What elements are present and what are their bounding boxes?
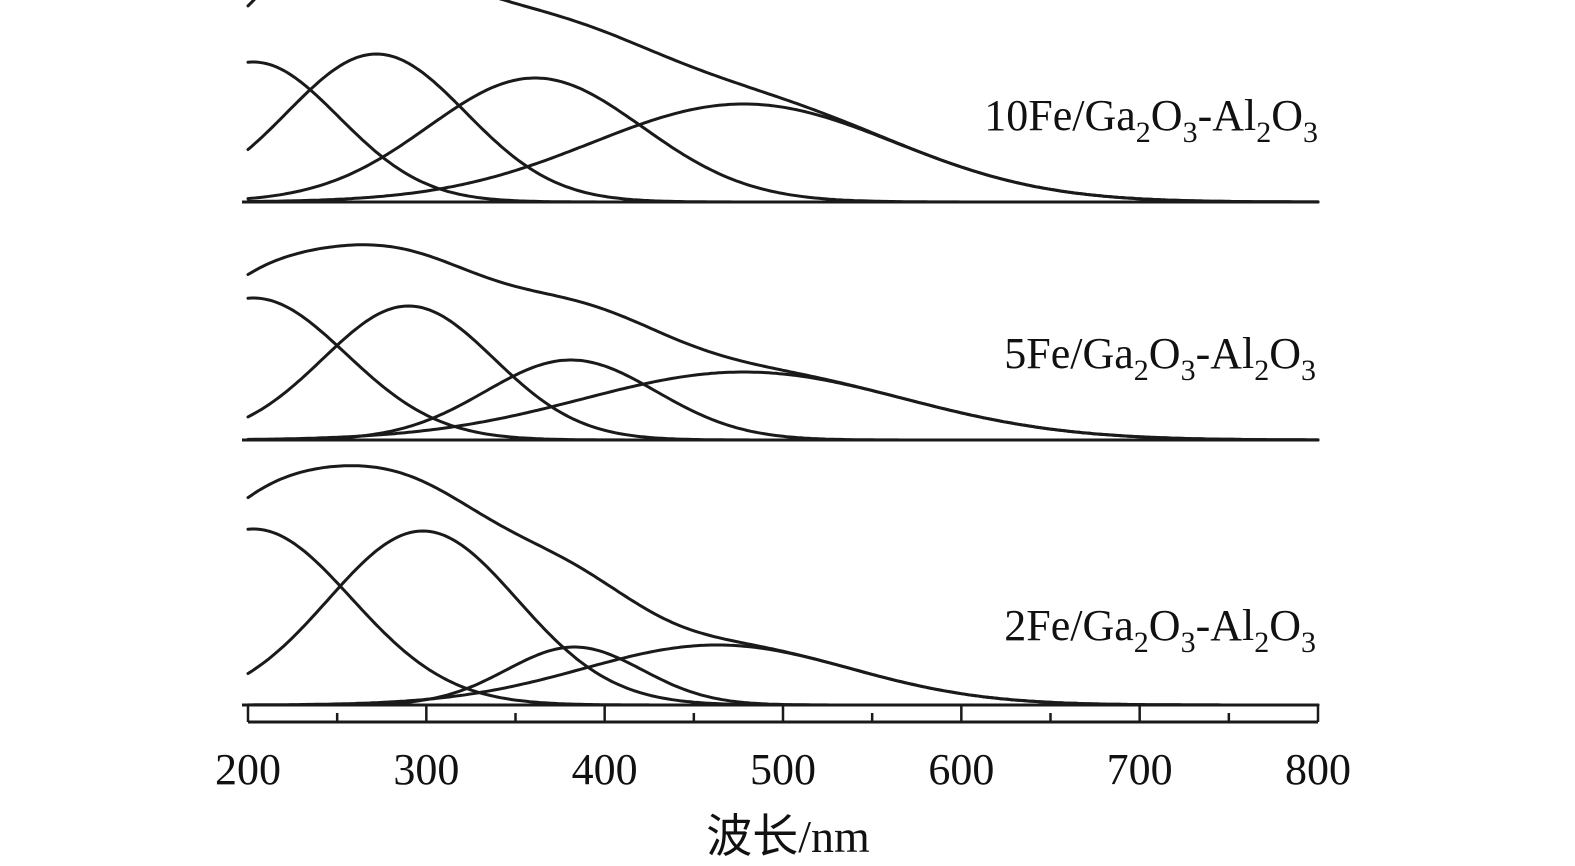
x-axis-tick-labels: 200 300 400 500 600 700 800 — [215, 745, 1351, 794]
envelope-curve — [246, 243, 1320, 442]
component-band-curve — [246, 358, 1320, 442]
spectrum-panel: 2Fe/Ga2O3-Al2O3 — [242, 464, 1320, 707]
envelope-curve — [246, 0, 1320, 204]
tick-label: 700 — [1107, 745, 1173, 794]
sample-label: 5Fe/Ga2O3-Al2O3 — [1004, 329, 1316, 387]
x-axis-ticks — [246, 705, 1320, 722]
tick-label: 600 — [928, 745, 994, 794]
x-axis: 200 300 400 500 600 700 800 波长/nm — [215, 705, 1351, 862]
sample-label: 10Fe/Ga2O3-Al2O3 — [984, 91, 1318, 149]
tick-label: 300 — [393, 745, 459, 794]
envelope-curve — [246, 464, 1320, 707]
component-band-curve — [246, 76, 1320, 204]
sample-label: 2Fe/Ga2O3-Al2O3 — [1004, 601, 1316, 659]
spectrum-panel: 5Fe/Ga2O3-Al2O3 — [242, 243, 1320, 442]
tick-label: 500 — [750, 745, 816, 794]
tick-label: 800 — [1285, 745, 1351, 794]
tick-label: 200 — [215, 745, 281, 794]
spectra-panels: 10Fe/Ga2O3-Al2O3 5Fe/Ga2O3-Al2O3 2Fe/Ga2O3… — [242, 0, 1320, 707]
tick-label: 400 — [572, 745, 638, 794]
x-axis-title: 波长/nm — [706, 811, 870, 862]
spectrum-panel: 10Fe/Ga2O3-Al2O3 — [242, 0, 1320, 204]
